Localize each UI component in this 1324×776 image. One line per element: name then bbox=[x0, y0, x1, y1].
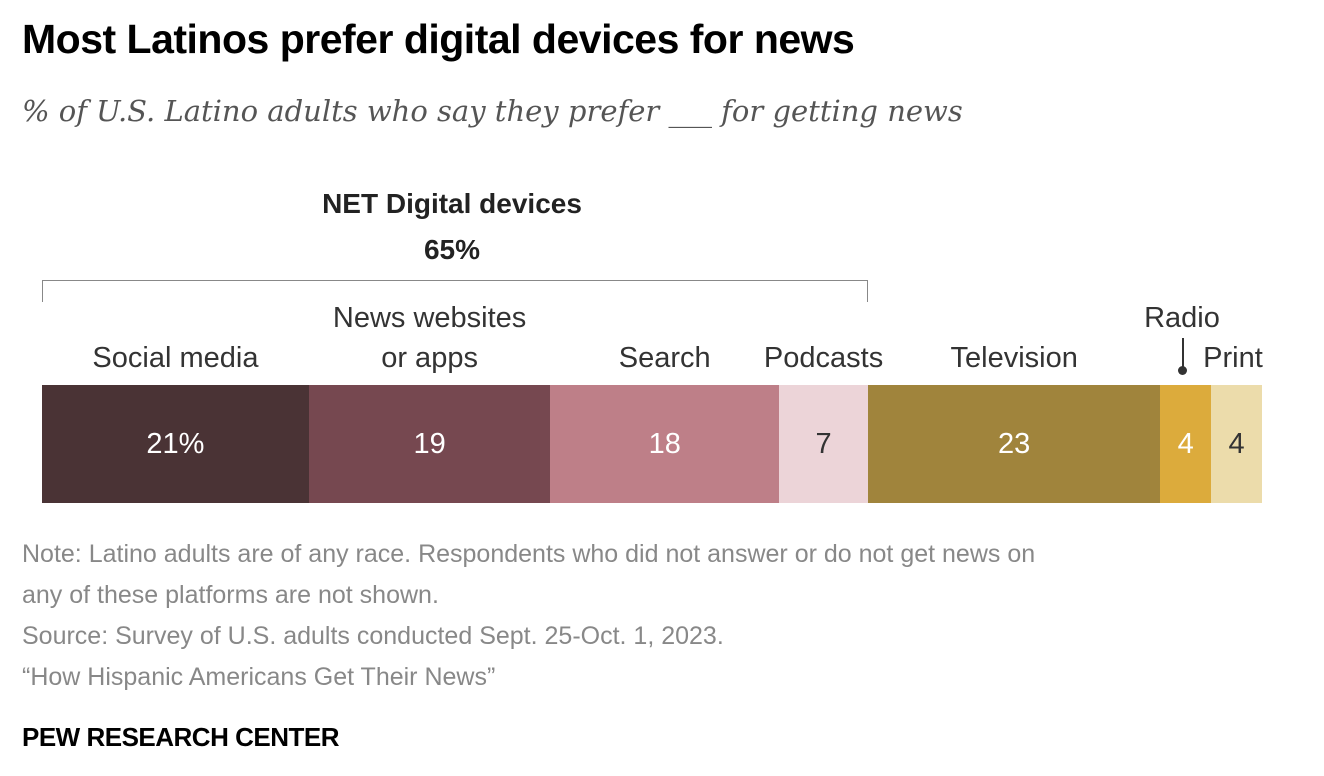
value-label: 21% bbox=[146, 427, 205, 460]
category-label: Search bbox=[619, 338, 711, 378]
source-org: PEW RESEARCH CENTER bbox=[22, 722, 339, 752]
category-label: Radio bbox=[1144, 298, 1220, 338]
bar-segment-podcasts: 7 bbox=[779, 385, 869, 503]
category-label-line: Radio bbox=[1144, 302, 1220, 334]
note-line: any of these platforms are not shown. bbox=[22, 581, 439, 609]
net-value: 65% bbox=[423, 234, 481, 265]
report-title: “How Hispanic Americans Get Their News” bbox=[22, 663, 496, 691]
value-label: 4 bbox=[1228, 427, 1245, 460]
category-label-line: Print bbox=[1203, 342, 1263, 374]
note-line: Note: Latino adults are of any race. Res… bbox=[22, 540, 1036, 568]
radio-pointer-dot bbox=[1178, 366, 1187, 375]
value-label: 19 bbox=[413, 427, 446, 460]
net-bracket bbox=[42, 280, 868, 302]
category-label: Podcasts bbox=[764, 338, 883, 378]
category-label-line: or apps bbox=[381, 342, 478, 374]
notes: Note: Latino adults are of any race. Res… bbox=[22, 534, 1035, 698]
bar-segment-search: 18 bbox=[550, 385, 780, 503]
value-label: 23 bbox=[998, 427, 1031, 460]
category-label: Social media bbox=[92, 338, 258, 378]
category-label: Print bbox=[1203, 338, 1263, 378]
bar-segment-television: 23 bbox=[868, 385, 1161, 503]
category-label-line: Podcasts bbox=[763, 342, 884, 374]
radio-pointer-line bbox=[1182, 338, 1184, 370]
bar-segment-news-websites-or-apps: 19 bbox=[308, 385, 551, 503]
bar-segment-print: 4 bbox=[1211, 385, 1262, 503]
source-line: Source: Survey of U.S. adults conducted … bbox=[22, 622, 724, 650]
chart-subtitle: % of U.S. Latino adults who say they pre… bbox=[22, 94, 963, 128]
category-label: Television bbox=[951, 338, 1078, 378]
chart-title: Most Latinos prefer digital devices for … bbox=[22, 16, 855, 62]
category-label-line: Search bbox=[618, 342, 711, 374]
category-label: News websites or apps bbox=[333, 298, 526, 378]
category-label-line: Social media bbox=[92, 342, 259, 374]
net-label: NET Digital devices bbox=[322, 188, 582, 219]
bar-segment-radio: 4 bbox=[1160, 385, 1212, 503]
category-label-line: Television bbox=[950, 342, 1078, 374]
value-label: 7 bbox=[815, 427, 832, 460]
value-label: 18 bbox=[648, 427, 681, 460]
value-label: 4 bbox=[1177, 427, 1194, 460]
category-label-line: News websites bbox=[332, 302, 527, 334]
bar-segment-social-media: 21% bbox=[42, 385, 309, 503]
